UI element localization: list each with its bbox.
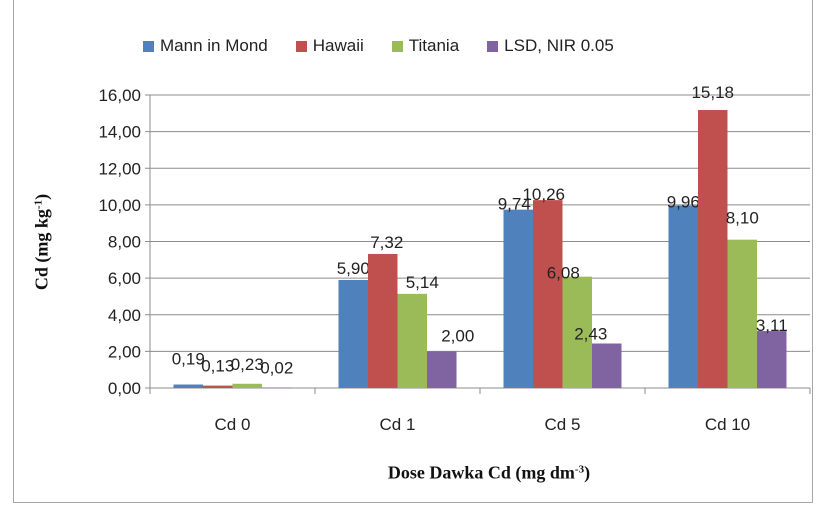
- legend-item: LSD, NIR 0.05: [487, 36, 614, 56]
- y-tick-label: 12,00: [98, 159, 141, 178]
- data-label: 5,90: [337, 259, 370, 278]
- data-label: 9,74: [498, 195, 531, 214]
- data-label: 2,00: [441, 326, 474, 345]
- legend-swatch: [295, 40, 307, 52]
- bar: [503, 209, 533, 388]
- bar: [427, 351, 457, 388]
- data-label: 9,96: [667, 193, 700, 212]
- data-label: 0,13: [201, 357, 234, 376]
- bar: [262, 387, 292, 389]
- y-tick-label: 10,00: [98, 196, 141, 215]
- x-axis-title: Dose Dawka Cd (mg dm-3): [387, 462, 591, 483]
- data-label: 7,32: [370, 233, 403, 252]
- data-label: 8,10: [726, 209, 759, 228]
- data-label: 10,26: [522, 185, 565, 204]
- bar: [562, 276, 592, 388]
- legend: Mann in Mond Hawaii Titania LSD, NIR 0.05: [143, 34, 642, 58]
- data-label: 6,08: [547, 264, 580, 283]
- bar: [698, 110, 728, 389]
- data-label: 15,18: [691, 83, 734, 102]
- bar: [397, 293, 427, 388]
- data-label: 0,19: [172, 350, 205, 369]
- x-tick-label: Cd 5: [545, 415, 581, 434]
- legend-label: LSD, NIR 0.05: [504, 36, 614, 55]
- x-tick-label: Cd 0: [215, 415, 251, 434]
- legend-label: Titania: [408, 36, 460, 55]
- legend-swatch: [487, 40, 499, 52]
- data-label: 0,23: [231, 355, 264, 374]
- y-tick-label: 4,00: [108, 306, 141, 325]
- y-tick-label: 8,00: [108, 233, 141, 252]
- bar: [368, 253, 398, 388]
- bar: [203, 385, 233, 388]
- y-tick-label: 2,00: [108, 342, 141, 361]
- bar: [668, 205, 698, 388]
- legend-swatch: [143, 40, 154, 52]
- legend-item: Hawaii: [295, 36, 364, 56]
- data-label: 0,02: [260, 359, 293, 378]
- y-tick-label: 16,00: [98, 86, 141, 105]
- legend-item: Titania: [391, 36, 460, 56]
- bar: [727, 239, 757, 388]
- x-tick-label: Cd 1: [380, 415, 416, 434]
- legend-label: Mann in Mond: [160, 36, 268, 55]
- bar: [173, 384, 203, 388]
- legend-item: Mann in Mond: [143, 36, 268, 56]
- y-tick-label: 14,00: [98, 123, 141, 142]
- bar: [533, 200, 563, 388]
- legend-swatch: [391, 40, 403, 52]
- y-tick-label: 0,00: [108, 379, 141, 398]
- x-tick-label: Cd 10: [705, 415, 750, 434]
- bar: [338, 279, 368, 388]
- data-label: 3,11: [756, 316, 788, 335]
- data-label: 5,14: [406, 273, 439, 292]
- bar: [232, 383, 262, 388]
- data-label: 2,43: [574, 325, 607, 344]
- y-tick-label: 6,00: [108, 269, 141, 288]
- legend-label: Hawaii: [312, 36, 364, 55]
- y-axis-title: Cd (mg kg-1): [31, 193, 52, 291]
- bar: [757, 331, 787, 388]
- bar: [592, 343, 622, 388]
